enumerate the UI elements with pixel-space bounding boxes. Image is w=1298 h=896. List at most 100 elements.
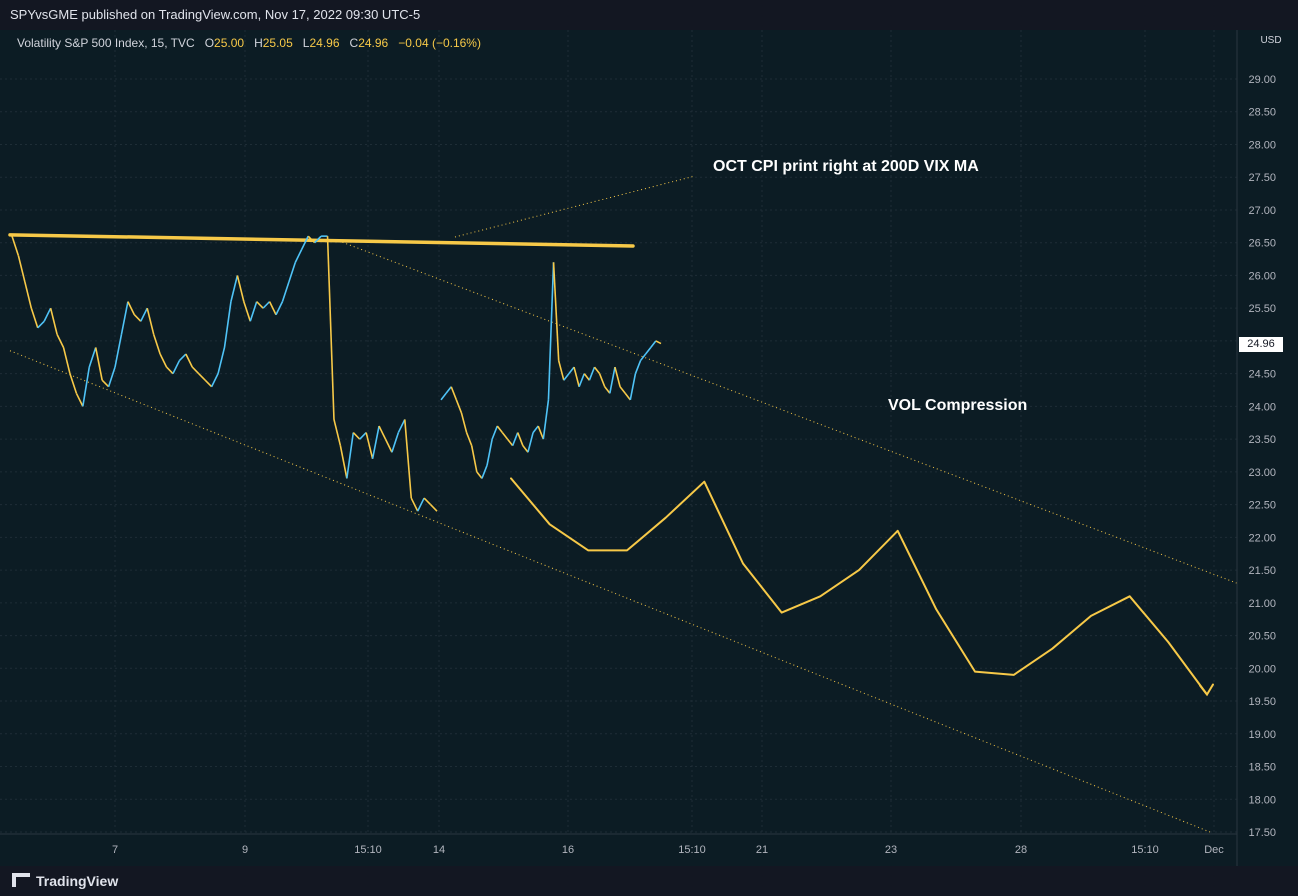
y-tick-label: 29.00 (1248, 74, 1276, 86)
publisher-bar: SPYvsGME published on TradingView.com, N… (0, 0, 1298, 30)
cpi-annotation[interactable]: OCT CPI print right at 200D VIX MA (713, 158, 979, 175)
tradingview-logo[interactable]: TradingView (12, 873, 118, 889)
price-segment (629, 373, 637, 400)
low-value: 24.96 (309, 36, 340, 50)
price-segment (49, 307, 58, 335)
publisher-text: SPYvsGME published on TradingView.com, N… (10, 7, 421, 22)
price-segment (496, 425, 504, 434)
annotation-pointer (454, 175, 696, 238)
price-series (11, 235, 662, 512)
price-segment (140, 307, 148, 322)
price-segment (563, 373, 570, 381)
price-segment (650, 340, 657, 348)
price-segment (146, 307, 155, 335)
y-tick-label: 18.50 (1248, 762, 1276, 774)
change-value: −0.04 (−0.16%) (398, 36, 481, 50)
price-segment (178, 353, 187, 362)
price-segment (583, 373, 591, 381)
y-tick-label: 22.00 (1248, 532, 1276, 544)
channel-upper-line (334, 238, 1238, 584)
price-segment (450, 386, 458, 401)
x-tick-label: 23 (885, 844, 897, 856)
price-segment (352, 432, 361, 440)
y-tick-label: 20.00 (1248, 663, 1276, 675)
tradingview-brand: TradingView (36, 873, 119, 889)
y-tick-label: 26.50 (1248, 238, 1276, 250)
price-segment (294, 248, 303, 263)
x-tick-label: 15:10 (678, 844, 706, 856)
price-segment (501, 432, 509, 440)
price-segment (339, 445, 348, 479)
x-tick-label: 9 (242, 844, 248, 856)
price-segment (557, 360, 565, 381)
price-segment (573, 366, 580, 387)
price-segment (107, 366, 116, 387)
chart-plot-area[interactable]: 29.00 28.50 28.00 27.50 27.00 26.50 26.00 25.50… (0, 30, 1298, 866)
x-tick-label: 7 (112, 844, 118, 856)
price-segment (223, 301, 232, 348)
vol-compression-annotation[interactable]: VOL Compression (888, 397, 1028, 414)
price-segment (127, 301, 136, 316)
price-segment (410, 497, 419, 512)
y-tick-label: 24.00 (1248, 401, 1276, 413)
price-segment (598, 373, 606, 388)
price-segment (88, 347, 97, 368)
price-segment (588, 366, 596, 381)
y-tick-label: 26.00 (1248, 270, 1276, 282)
price-segment (114, 334, 123, 368)
price-segment (516, 432, 524, 446)
x-tick-label: 21 (756, 844, 768, 856)
price-segment (624, 392, 631, 401)
high-value: 25.05 (262, 36, 293, 50)
price-segment (75, 392, 84, 407)
price-chart[interactable]: 29.00 28.50 28.00 27.50 27.00 26.50 26.00 25.50… (0, 30, 1298, 866)
price-segment (614, 366, 621, 387)
price-segment (609, 366, 616, 394)
price-segment (249, 301, 258, 322)
price-segment (230, 275, 239, 302)
price-axis: 29.00 28.50 28.00 27.50 27.00 26.50 26.00 25.50… (0, 30, 1282, 866)
price-segment (547, 262, 555, 400)
symbol-name: Volatility S&P 500 Index, 15, TVC (17, 36, 195, 50)
price-segment (326, 236, 335, 420)
projection-arrow-icon (1199, 683, 1214, 697)
footer-bar: TradingView (0, 866, 1298, 896)
price-segment (11, 235, 20, 257)
ma-200d-line (8, 233, 635, 248)
close-label: C (349, 36, 359, 50)
y-tick-label: 19.00 (1248, 729, 1276, 741)
price-segment (288, 262, 297, 283)
price-segment (568, 366, 575, 375)
y-tick-label: 19.50 (1248, 696, 1276, 708)
y-tick-label: 27.50 (1248, 172, 1276, 184)
currency-label: USD (1260, 35, 1281, 46)
y-tick-label: 17.50 (1248, 827, 1276, 839)
price-segment (378, 425, 387, 440)
y-tick-label: 20.50 (1248, 631, 1276, 643)
price-segment (262, 301, 271, 309)
price-segment (645, 346, 652, 355)
open-value: 25.00 (214, 36, 245, 50)
price-segment (333, 419, 342, 446)
price-segment (578, 373, 586, 388)
chart-grid (0, 30, 1237, 834)
y-tick-label: 21.00 (1248, 598, 1276, 610)
price-segment (476, 471, 483, 479)
price-segment (17, 255, 26, 283)
y-tick-label: 23.00 (1248, 467, 1276, 479)
price-segment (133, 314, 142, 322)
price-segment (94, 347, 103, 381)
price-segment (423, 497, 432, 506)
x-tick-label: 16 (562, 844, 574, 856)
price-segment (56, 334, 65, 348)
price-segment (470, 445, 478, 473)
price-segment (268, 301, 277, 316)
price-segment (217, 347, 226, 374)
price-segment (440, 392, 447, 401)
y-tick-label: 23.50 (1248, 434, 1276, 446)
price-segment (416, 497, 425, 512)
price-segment (365, 432, 374, 459)
price-segment (256, 301, 264, 309)
price-segment (191, 366, 200, 375)
symbol-legend: Volatility S&P 500 Index, 15, TVC O25.00… (17, 36, 481, 50)
